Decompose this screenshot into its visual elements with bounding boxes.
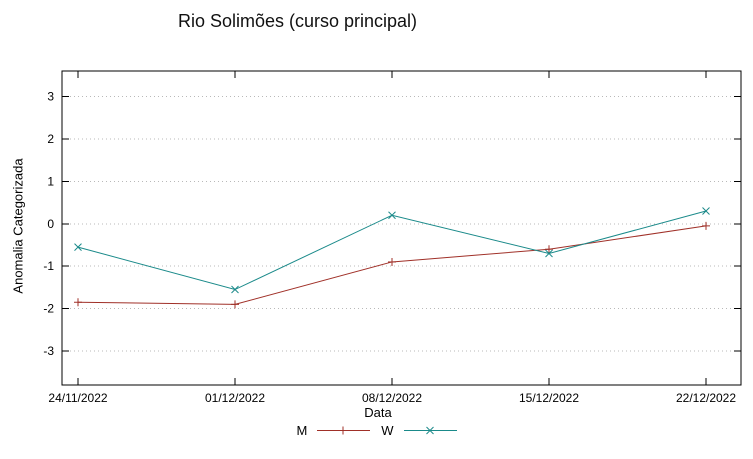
legend-swatch-w-line-icon [403,426,457,435]
x-tick-label: 22/12/2022 [676,391,736,405]
y-tick-label: 2 [47,132,54,146]
y-tick-label: 3 [47,89,54,103]
y-tick-label: 1 [47,174,54,188]
series-line-w [77,210,707,291]
x-tick-label: 24/11/2022 [48,391,107,405]
series-marker-w [702,207,710,215]
series-marker-w [231,285,239,294]
y-tick-label: -2 [43,302,54,316]
x-tick-label: 01/12/2022 [205,391,265,405]
y-tick-label: -3 [43,344,54,358]
chart-title: Rio Solimões (curso principal) [177,11,418,31]
legend-swatch-m-line-icon [317,426,371,435]
legend: M W [0,423,753,438]
x-axis-label: Data [364,405,392,420]
series-marker-w [388,211,396,220]
legend-label-w: W [381,423,394,438]
series-marker-w [74,243,82,251]
plot-border [61,70,742,386]
x-tick-label: 08/12/2022 [362,391,422,405]
x-tick-label: 15/12/2022 [519,391,579,405]
legend-marker [425,426,434,435]
legend-label-m: M [296,423,308,438]
y-tick-label: 0 [47,217,54,231]
y-tick-label: -1 [43,259,54,273]
series-marker-w [545,249,553,258]
